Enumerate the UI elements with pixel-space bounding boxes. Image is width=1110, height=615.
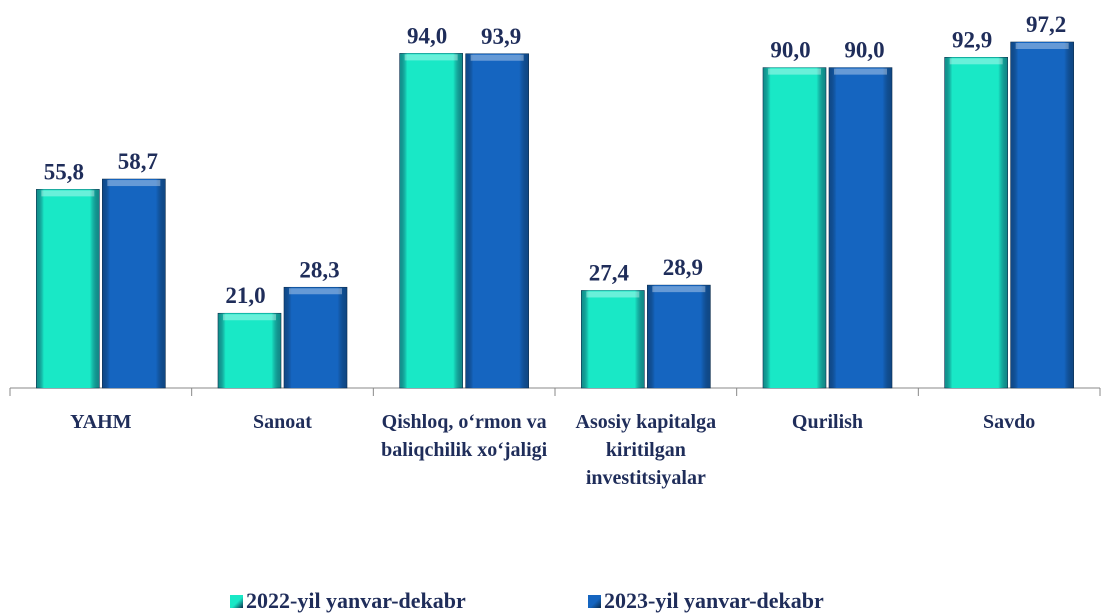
bar-shade [218, 313, 281, 388]
data-label: 97,2 [1026, 12, 1066, 37]
bar-top [834, 68, 887, 75]
bar-top [470, 54, 524, 61]
bar-top [586, 291, 640, 298]
data-label: 93,9 [481, 24, 521, 49]
bar-top [223, 314, 276, 321]
x-tick-label: YAHM [70, 411, 132, 433]
data-label: 28,3 [299, 257, 339, 282]
bar-shade [829, 67, 892, 388]
bar-shade [284, 287, 347, 388]
bar-shade [1010, 42, 1074, 389]
bar-shade [647, 285, 711, 388]
legend-swatch [588, 594, 601, 608]
x-tick-label: Savdo [983, 411, 1036, 433]
bar-shade [581, 290, 645, 388]
x-tick-label: Qishloq, o‘rmon va baliqchilik xo‘jaligi [381, 411, 548, 461]
bar-top [768, 68, 821, 75]
data-label: 94,0 [407, 23, 447, 48]
bar-top [652, 286, 706, 293]
data-label: 92,9 [952, 27, 992, 52]
data-label: 55,8 [44, 159, 84, 184]
bar-top [404, 54, 458, 61]
data-label: 90,0 [770, 38, 810, 63]
data-label: 27,4 [589, 260, 630, 285]
legend-label: 2023-yil yanvar-dekabr [604, 588, 824, 613]
data-label: 21,0 [225, 283, 265, 308]
bar-top [289, 288, 342, 295]
legend-item: 2022-yil yanvar-dekabr [230, 588, 466, 614]
data-label: 58,7 [118, 149, 158, 174]
bar-shade [102, 179, 166, 388]
bar-shade [399, 53, 463, 388]
legend-label: 2022-yil yanvar-dekabr [246, 588, 466, 613]
legend-item: 2023-yil yanvar-dekabr [588, 588, 824, 614]
data-label: 90,0 [844, 38, 884, 63]
bar-top [107, 180, 161, 187]
bar-top [41, 190, 95, 197]
x-tick-label: Asosiy kapitalga kiritilgan investitsiya… [575, 411, 717, 489]
bar-shade [36, 189, 100, 388]
bar-shade [465, 53, 529, 388]
bar-top [1015, 43, 1069, 50]
x-tick-label: Sanoat [253, 411, 312, 433]
x-tick-label: Qurilish [791, 411, 864, 433]
legend-swatch [230, 594, 243, 608]
bar-shade [944, 57, 1008, 389]
data-label: 28,9 [663, 255, 703, 280]
bar-shade [763, 67, 826, 388]
bar-top [949, 58, 1003, 65]
